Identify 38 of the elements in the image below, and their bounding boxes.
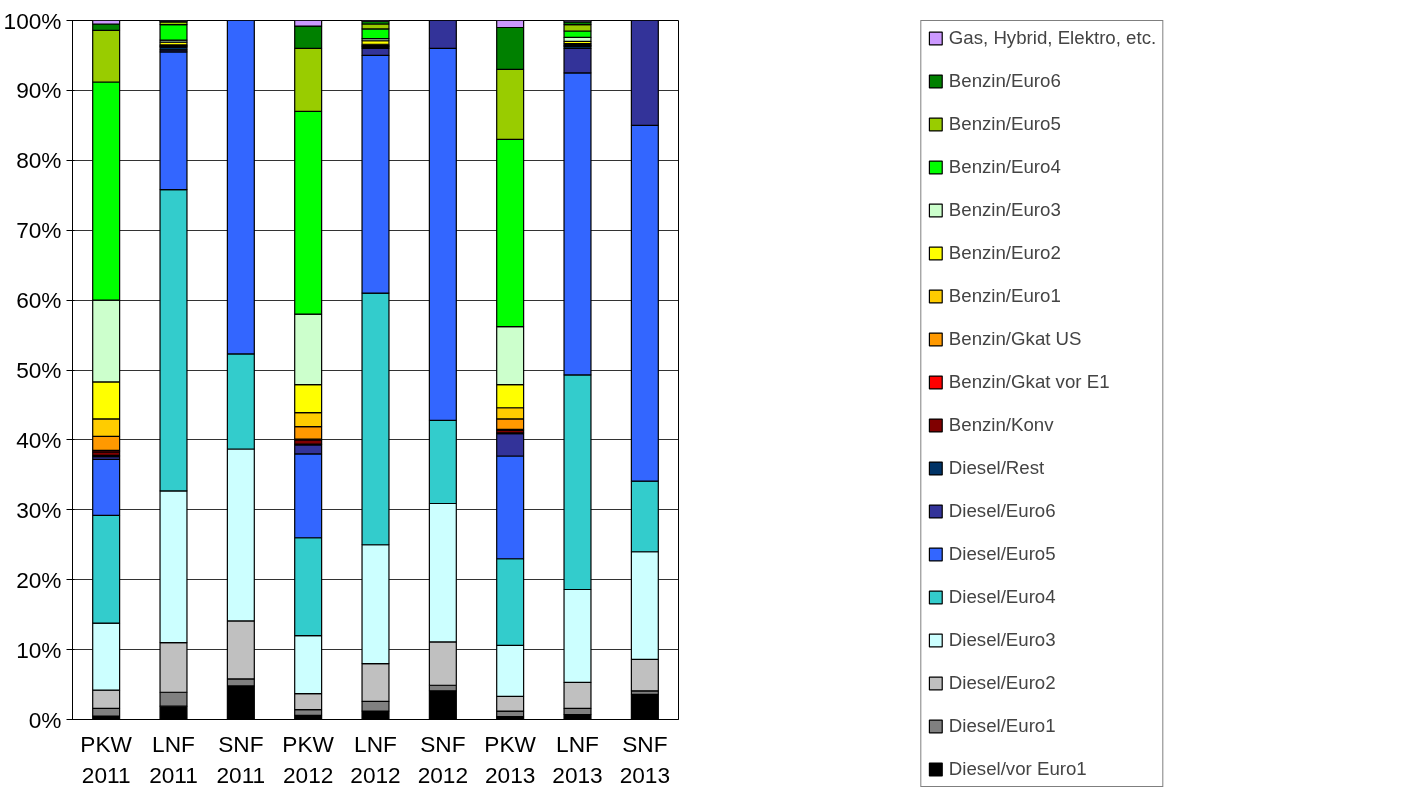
y-tick-label: 80%: [16, 147, 62, 174]
legend-label: Benzin/Euro2: [948, 242, 1061, 264]
y-tick-label: 20%: [16, 566, 62, 593]
legend-label: Diesel/Rest: [948, 457, 1045, 479]
legend-label: Diesel/Euro5: [948, 543, 1056, 565]
legend-label: Benzin/Gkat vor E1: [948, 371, 1110, 393]
legend-label: Diesel/Euro2: [948, 672, 1056, 694]
legend-label: Benzin/Euro3: [948, 199, 1061, 221]
x-tick-label: SNF 2011: [216, 730, 266, 788]
y-tick-label: 40%: [16, 426, 62, 453]
legend-label: Gas, Hybrid, Elektro, etc.: [948, 27, 1157, 49]
y-tick-label: 70%: [16, 217, 62, 244]
y-tick-label: 90%: [16, 77, 62, 104]
y-tick-label: 0%: [28, 706, 62, 733]
legend-label: Diesel/Euro4: [948, 586, 1056, 608]
legend-label: Benzin/Euro6: [948, 70, 1061, 92]
legend-label: Diesel/Euro6: [948, 500, 1056, 522]
x-tick-label: SNF 2013: [619, 730, 671, 788]
legend-label: Diesel/Euro3: [948, 629, 1056, 651]
y-tick-label: 30%: [16, 496, 62, 523]
legend-label: Diesel/Euro1: [948, 715, 1056, 737]
x-tick-label: LNF 2012: [350, 730, 401, 788]
y-tick-label: 10%: [16, 636, 62, 663]
y-tick-label: 60%: [16, 287, 62, 314]
x-tick-label: SNF 2012: [417, 730, 469, 788]
x-tick-label: PKW 2012: [282, 730, 335, 788]
x-tick-label: PKW 2013: [484, 730, 537, 788]
y-tick-label: 100%: [3, 7, 62, 34]
legend-label: Benzin/Gkat US: [948, 328, 1082, 350]
legend-label: Diesel/vor Euro1: [948, 758, 1087, 780]
legend-label: Benzin/Euro1: [948, 285, 1061, 307]
y-tick-label: 50%: [16, 357, 62, 383]
x-tick-label: PKW 2011: [80, 730, 133, 788]
legend-label: Benzin/Konv: [948, 414, 1054, 436]
legend-label: Benzin/Euro4: [948, 156, 1061, 178]
legend-label: Benzin/Euro5: [948, 113, 1061, 135]
x-tick-label: LNF 2013: [552, 730, 603, 788]
x-tick-label: LNF 2011: [149, 730, 198, 788]
